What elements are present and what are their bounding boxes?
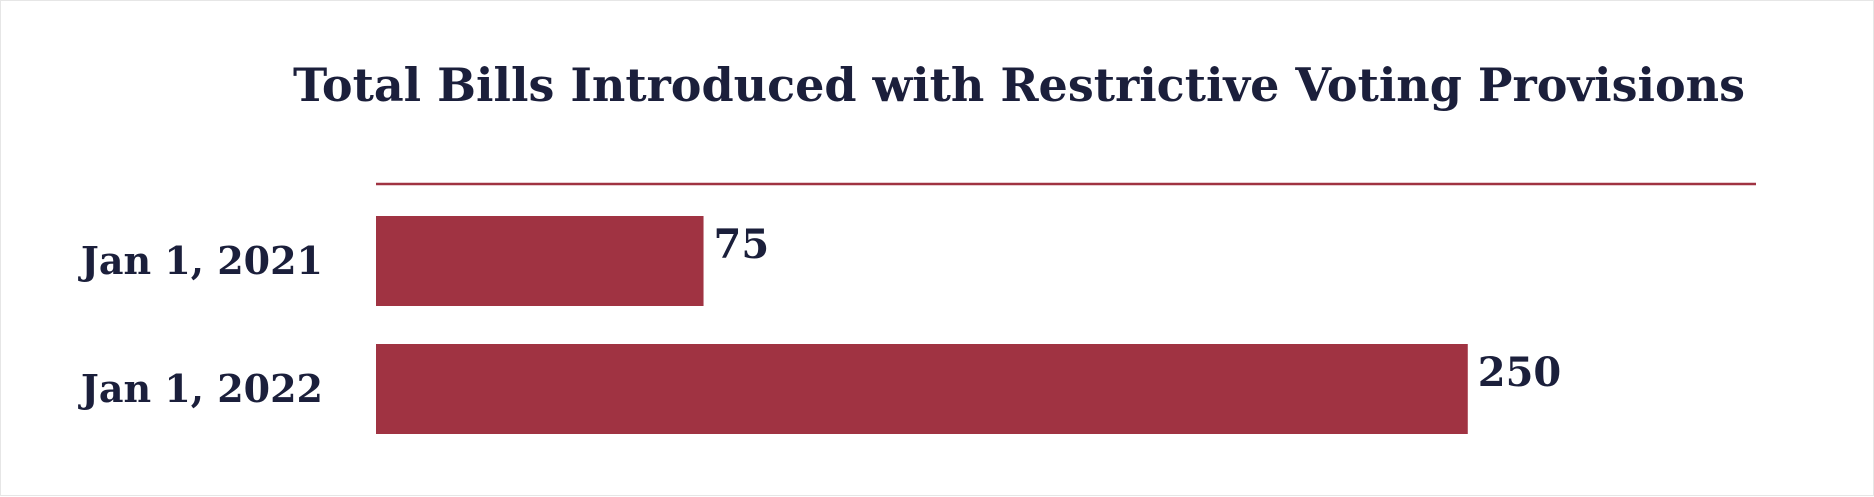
value-label-2: 250 (1478, 349, 1562, 396)
value-label-1: 75 (714, 221, 770, 268)
category-label-1: Jan 1, 2021 (78, 238, 323, 283)
bar-1 (376, 216, 704, 306)
chart-title: Total Bills Introduced with Restrictive … (293, 58, 1745, 112)
bars-layer: Jan 1, 2021 75 Jan 1, 2022 250 (78, 216, 1561, 434)
bar-2 (376, 344, 1468, 434)
category-label-2: Jan 1, 2022 (78, 366, 323, 411)
